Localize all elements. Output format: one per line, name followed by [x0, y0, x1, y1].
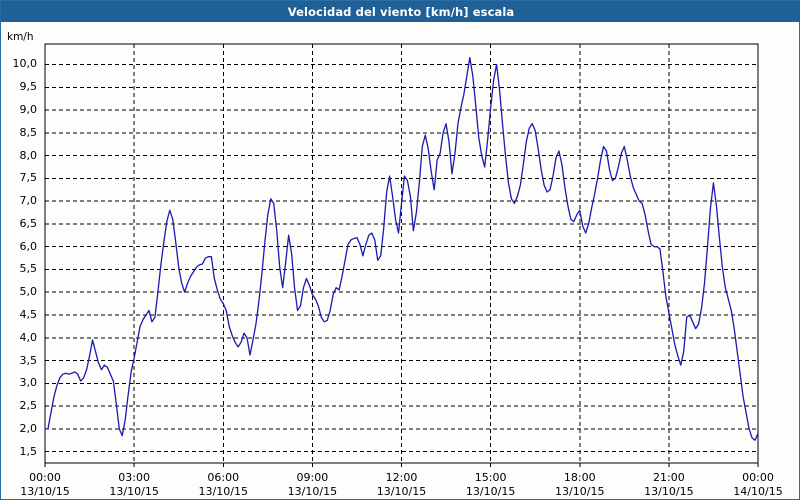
- x-tick-date: 14/10/15: [733, 485, 783, 498]
- y-axis-unit-label: km/h: [7, 31, 34, 43]
- x-tick-date: 13/10/15: [644, 485, 694, 498]
- x-tick-label: 06:00 13/10/15: [178, 471, 268, 499]
- x-tick-label: 00:00 13/10/15: [0, 471, 90, 499]
- x-tick-time: 09:00: [296, 471, 329, 484]
- y-tick-label: 6,5: [19, 216, 38, 230]
- y-tick-label: 9,0: [19, 103, 38, 117]
- y-tick-label: 4,5: [19, 307, 38, 321]
- y-tick-label: 2,5: [19, 399, 38, 413]
- y-tick-label: 2,0: [19, 421, 38, 435]
- chart-body: 10,0 9,5 9,0 8,5 8,0 7,5 7,0 6,5 6,0 5,5 5,0 4,5 4,0…: [1, 22, 799, 499]
- x-tick-time: 18:00: [563, 471, 596, 484]
- x-tick-label: 09:00 13/10/15: [267, 471, 357, 499]
- x-tick-date: 13/10/15: [376, 485, 427, 498]
- x-tick-time: 00:00: [742, 471, 774, 484]
- plot-frame-rect: [44, 43, 759, 464]
- x-tick-time: 12:00: [385, 471, 418, 484]
- page-title: Velocidad del viento [km/h] escala: [287, 4, 515, 19]
- x-tick-label: 21:00 13/10/15: [624, 471, 714, 499]
- series-layer: [44, 57, 759, 441]
- y-tick-label: 8,5: [19, 125, 38, 139]
- y-tick-label: 7,5: [19, 171, 38, 185]
- x-tick-label: 12:00 13/10/15: [357, 471, 447, 499]
- y-tick-label: 8,0: [19, 148, 38, 162]
- x-tick-date: 13/10/15: [465, 485, 516, 498]
- plot-frame: [44, 43, 759, 467]
- x-tick-date: 13/10/15: [20, 485, 70, 498]
- y-tick-label: 9,5: [19, 80, 38, 94]
- y-tick-label: 5,5: [19, 262, 38, 276]
- y-tick-label: 6,0: [19, 239, 38, 253]
- x-tick-time: 15:00: [474, 471, 507, 484]
- x-tick-time: 00:00: [29, 471, 61, 484]
- y-tick-label: 1,5: [19, 444, 38, 458]
- x-tick-date: 13/10/15: [109, 485, 159, 498]
- plot-area: [44, 43, 759, 467]
- grid-layer: [45, 44, 759, 463]
- data-series-line: [44, 57, 759, 441]
- y-tick-label: 7,0: [19, 194, 38, 208]
- x-tick-time: 21:00: [653, 471, 685, 484]
- y-tick-label: 3,5: [19, 353, 38, 367]
- chart-title-bar: Velocidad del viento [km/h] escala: [1, 1, 800, 22]
- y-tick-label: 10,0: [12, 57, 38, 71]
- y-tick-label: 4,0: [19, 330, 38, 344]
- x-tick-time: 03:00: [118, 471, 150, 484]
- x-tick-date: 13/10/15: [287, 485, 338, 498]
- x-tick-label: 00:00 14/10/15: [713, 471, 800, 499]
- y-tick-label: 5,0: [19, 285, 38, 299]
- x-tick-time: 06:00: [207, 471, 240, 484]
- y-tick-label: 3,0: [19, 376, 38, 390]
- x-tick-date: 13/10/15: [555, 485, 605, 498]
- x-tick-date: 13/10/15: [198, 485, 248, 498]
- x-tick-label: 03:00 13/10/15: [89, 471, 179, 499]
- x-tick-label: 15:00 13/10/15: [446, 471, 536, 499]
- x-tick-label: 18:00 13/10/15: [535, 471, 625, 499]
